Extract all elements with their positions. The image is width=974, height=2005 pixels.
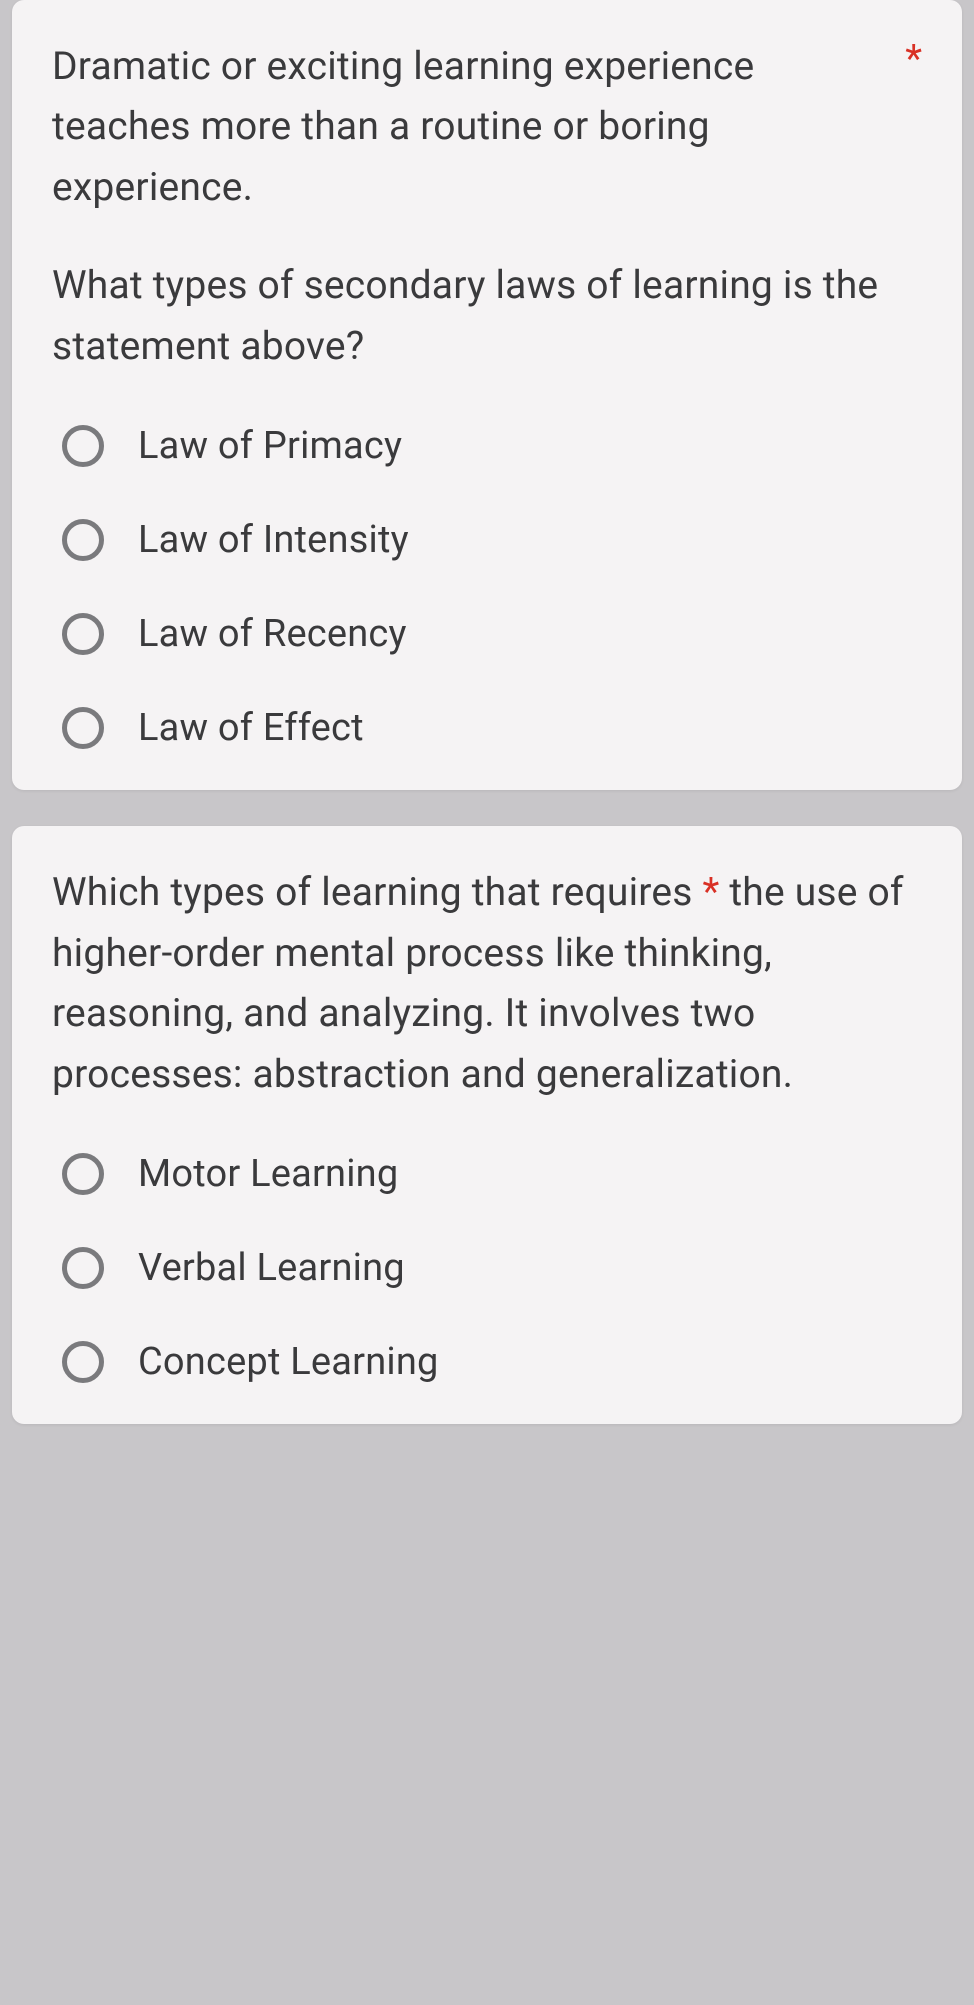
question-text: Dramatic or exciting learning experience… [52,36,885,376]
required-asterisk: * [905,36,922,83]
radio-icon [62,425,104,467]
option-label: Concept Learning [138,1340,439,1384]
radio-icon [62,707,104,749]
options-group: Law of Primacy Law of Intensity Law of R… [52,404,922,750]
radio-icon [62,519,104,561]
required-asterisk: * [702,869,719,915]
question-text: Which types of learning that requires * … [52,862,922,1104]
option-label: Law of Primacy [138,424,402,468]
options-group: Motor Learning Verbal Learning Concept L… [52,1132,922,1384]
option-label: Law of Recency [138,612,407,656]
question-text-line: Dramatic or exciting learning experience… [52,43,754,210]
radio-icon [62,1341,104,1383]
radio-option[interactable]: Law of Primacy [62,424,922,468]
question-text-line: Which types of learning that requires [52,869,693,915]
question-header: Which types of learning that requires * … [52,862,922,1104]
option-label: Law of Intensity [138,518,409,562]
paragraph-spacer [52,217,885,255]
question-text-line: What types of secondary laws of learning… [52,262,878,368]
radio-icon [62,1247,104,1289]
radio-icon [62,1153,104,1195]
radio-option[interactable]: Verbal Learning [62,1246,922,1290]
radio-option[interactable]: Concept Learning [62,1340,922,1384]
radio-option[interactable]: Law of Effect [62,706,922,750]
question-header: Dramatic or exciting learning experience… [52,36,922,376]
question-card: Which types of learning that requires * … [12,826,962,1424]
radio-icon [62,613,104,655]
radio-option[interactable]: Law of Recency [62,612,922,656]
option-label: Law of Effect [138,706,364,750]
radio-option[interactable]: Motor Learning [62,1152,922,1196]
radio-option[interactable]: Law of Intensity [62,518,922,562]
question-card: Dramatic or exciting learning experience… [12,0,962,790]
option-label: Motor Learning [138,1152,398,1196]
option-label: Verbal Learning [138,1246,405,1290]
